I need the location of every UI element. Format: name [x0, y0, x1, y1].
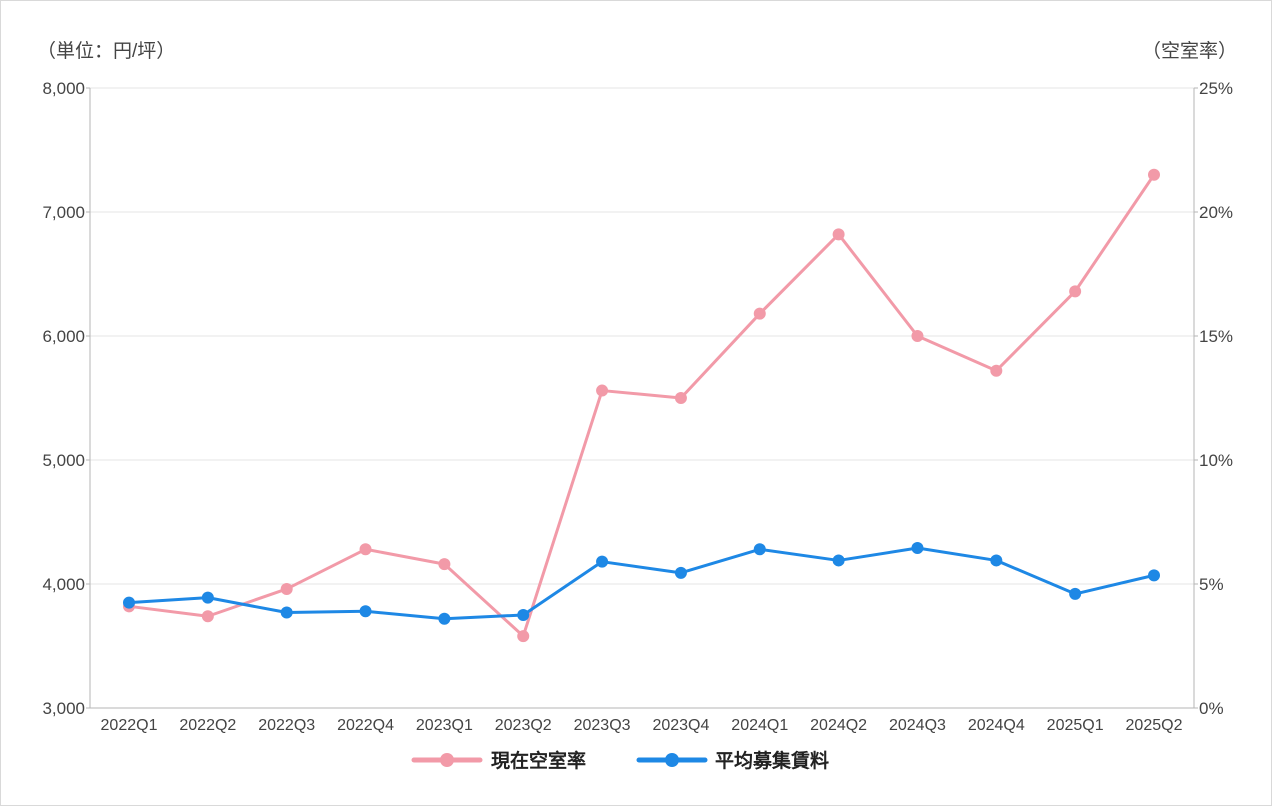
left-tick-label: 6,000 — [42, 327, 85, 346]
data-point — [753, 543, 766, 556]
x-tick-label: 2022Q2 — [179, 717, 236, 734]
legend-swatch-marker — [440, 753, 454, 767]
data-point — [438, 612, 451, 625]
data-point — [359, 605, 372, 618]
legend-item: 現在空室率 — [411, 749, 586, 772]
data-point — [359, 543, 372, 556]
data-point — [201, 610, 214, 623]
x-tick-label: 2022Q3 — [258, 717, 315, 734]
right-axis-ticks: 0% 5% 10% 15% 20% 25% — [1194, 79, 1233, 718]
data-point — [990, 554, 1003, 567]
right-tick-label: 20% — [1199, 203, 1233, 222]
left-tick-label: 4,000 — [42, 575, 85, 594]
data-point — [517, 609, 530, 621]
x-tick-label: 2022Q4 — [337, 717, 394, 734]
legend-swatch-marker — [665, 753, 679, 767]
x-tick-label: 2023Q4 — [652, 717, 709, 734]
data-point — [280, 582, 293, 595]
series-line — [128, 173, 1156, 638]
right-tick-label: 25% — [1199, 79, 1233, 98]
right-tick-label: 5% — [1199, 575, 1224, 594]
data-point — [1148, 569, 1160, 582]
x-axis-ticks: 2022Q1 2022Q2 2022Q3 2022Q4 2023Q1 2023Q2 2023… — [101, 717, 1183, 734]
data-point — [911, 330, 924, 342]
data-point — [201, 591, 214, 604]
right-tick-label: 0% — [1199, 699, 1224, 718]
x-tick-label: 2023Q3 — [574, 717, 631, 734]
data-point — [753, 307, 766, 320]
series-vacancy-rate — [123, 168, 1160, 643]
left-tick-label: 3,000 — [42, 699, 85, 718]
data-point — [596, 555, 609, 568]
data-point — [674, 392, 687, 404]
axes — [89, 88, 1195, 709]
data-point — [1069, 587, 1082, 600]
series-group — [123, 168, 1160, 643]
x-tick-label: 2023Q2 — [495, 717, 552, 734]
x-tick-label: 2025Q2 — [1126, 717, 1183, 734]
right-tick-label: 10% — [1199, 451, 1233, 470]
data-point — [1069, 285, 1082, 298]
data-point — [1148, 168, 1160, 181]
data-point — [990, 364, 1003, 377]
x-tick-label: 2024Q3 — [889, 717, 946, 734]
left-axis-unit-label: （単位：円/坪） — [37, 40, 175, 62]
data-point — [832, 228, 845, 241]
legend-label: 現在空室率 — [491, 749, 586, 772]
left-tick-label: 7,000 — [42, 203, 85, 222]
x-tick-label: 2023Q1 — [416, 717, 473, 734]
data-point — [517, 630, 530, 643]
x-tick-label: 2024Q2 — [810, 717, 867, 734]
data-point — [438, 558, 451, 571]
x-tick-label: 2024Q1 — [731, 717, 788, 734]
data-point — [674, 566, 687, 579]
data-point — [911, 542, 924, 555]
grid-lines — [90, 87, 1194, 585]
legend-item: 平均募集賃料 — [636, 749, 829, 772]
data-point — [832, 554, 845, 567]
left-tick-label: 5,000 — [42, 451, 85, 470]
x-tick-label: 2024Q4 — [968, 717, 1025, 734]
series-line — [128, 546, 1155, 621]
x-tick-label: 2022Q1 — [101, 717, 158, 734]
data-point — [123, 596, 135, 609]
left-axis-ticks: 3,000 4,000 5,000 6,000 7,000 8,000 — [42, 79, 90, 718]
right-axis-unit-label: （空室率） — [1142, 40, 1237, 62]
x-tick-label: 2025Q1 — [1047, 717, 1104, 734]
legend-label: 平均募集賃料 — [715, 749, 829, 772]
left-tick-label: 8,000 — [42, 79, 85, 98]
legend: 現在空室率 平均募集賃料 — [411, 749, 829, 772]
right-tick-label: 15% — [1199, 327, 1233, 346]
data-point — [280, 606, 293, 619]
data-point — [596, 384, 609, 397]
series-avg-rent — [123, 542, 1160, 625]
